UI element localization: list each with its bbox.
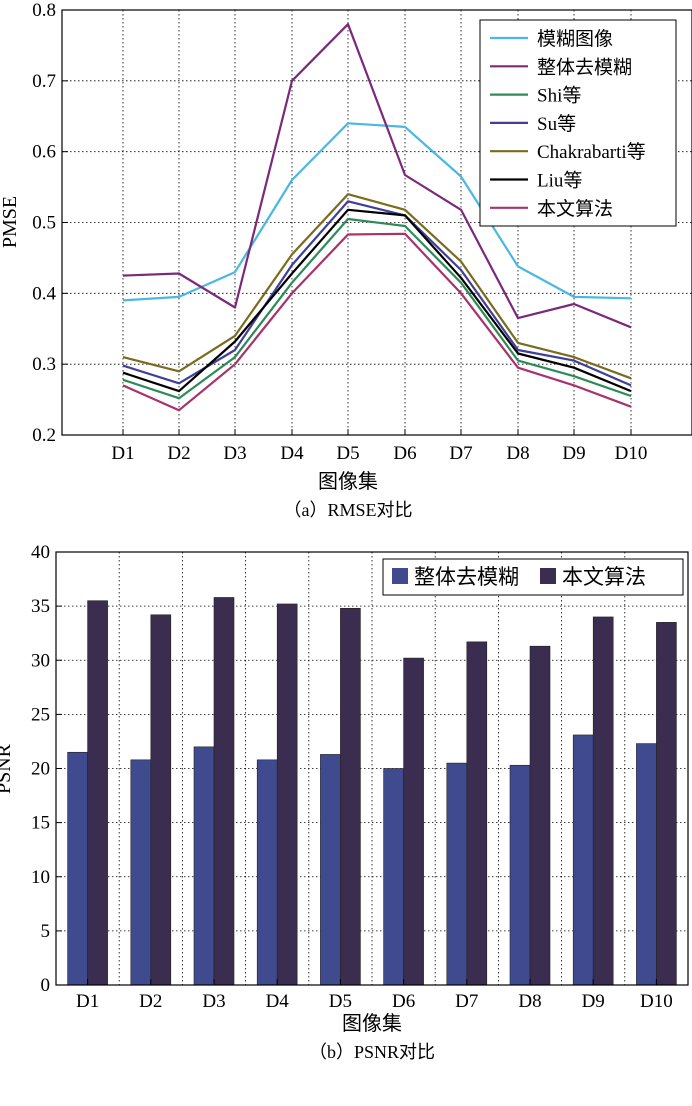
y-axis-label: PMSE [0,196,21,248]
x-tick-label: D4 [280,443,304,464]
y-tick-label: 35 [31,596,50,617]
bar [446,762,468,986]
y-tick-label: 20 [31,759,50,780]
x-tick-label: D1 [76,991,99,1012]
legend-swatch [540,568,556,584]
series-line [122,193,632,380]
legend-label: Chakrabarti等 [537,141,646,163]
x-tick-label: D5 [329,991,352,1012]
y-tick-label: 15 [31,813,50,834]
legend-label: 模糊图像 [537,28,613,50]
y-tick-label: 0.3 [32,354,56,375]
bar [383,768,404,986]
y-tick-label: 0.4 [32,283,56,304]
x-tick-label: D9 [562,443,585,464]
legend-box [382,558,684,596]
panel-caption: （a）RMSE对比 [283,500,412,520]
legend-label: 本文算法 [562,565,646,589]
x-axis-ticks: D1 D2 D3 D4 D5 D6 D7 D8 D9 D10 [111,429,647,464]
y-tick-label: 0.8 [32,0,56,21]
legend-label: Su等 [537,113,576,135]
bar [193,746,215,986]
y-axis-label: PSNR [0,743,15,794]
y-axis-ticks: 0 5 10 15 20 25 30 35 40 [31,542,62,996]
y-tick-label: 0.6 [32,142,56,163]
legend: 整体去模糊 本文算法 [382,558,684,596]
x-tick-label: D2 [139,991,162,1012]
bar [320,754,341,986]
bar [636,743,657,986]
x-tick-label: D10 [640,991,673,1012]
x-tick-label: D6 [393,443,416,464]
x-tick-label: D3 [202,991,225,1012]
series-line [122,208,632,393]
bar [340,607,361,986]
bar [130,759,152,986]
x-axis-label: 图像集 [318,470,378,493]
x-tick-label: D4 [266,991,290,1012]
legend-label: Liu等 [537,170,582,192]
rmse-line-chart: 0.2 0.3 0.4 0.5 0.6 0.7 0.8 D1 D2 D3 D4 D5 D6 D7 D8 D9… [0,0,692,520]
x-axis-label: 图像集 [342,1012,402,1035]
y-tick-label: 30 [31,650,50,671]
bar [276,603,298,986]
y-tick-label: 0.5 [32,213,56,234]
x-tick-label: D10 [615,443,648,464]
legend-label: 整体去模糊 [414,565,519,589]
legend-swatch [392,568,408,584]
series-line [122,232,632,412]
x-tick-label: D7 [449,443,472,464]
bar [656,622,677,986]
psnr-bar-chart: 0 5 10 15 20 25 30 35 40 D1 D2 D3 D4 D5 D6 D7 D8 D9 D10 P… [0,542,689,1062]
x-tick-label: D9 [582,991,605,1012]
bars [67,597,677,986]
y-tick-label: 0.2 [32,425,56,446]
y-tick-label: 0.7 [32,71,56,92]
x-tick-label: D5 [336,443,359,464]
legend-label: 整体去模糊 [537,56,632,78]
y-tick-label: 40 [31,542,50,563]
bar [403,657,424,986]
x-tick-label: D8 [506,443,529,464]
bar [87,600,108,986]
x-tick-label: D6 [392,991,415,1012]
bar [466,641,488,986]
bar [529,645,551,986]
y-tick-label: 25 [31,704,50,725]
bar [592,616,614,986]
series-line [122,23,632,329]
x-tick-label: D8 [518,991,541,1012]
x-tick-label: D7 [455,991,478,1012]
bar [256,759,278,986]
legend-label: 本文算法 [537,198,613,220]
y-axis-ticks: 0.2 0.3 0.4 0.5 0.6 0.7 0.8 [32,0,68,446]
y-tick-label: 5 [41,921,51,942]
y-tick-label: 10 [31,867,50,888]
series-line [122,217,632,400]
bar [150,614,172,986]
x-axis-ticks: D1 D2 D3 D4 D5 D6 D7 D8 D9 D10 [76,979,673,1012]
series-line [122,122,632,302]
bar [213,597,235,986]
legend-label: Shi等 [537,85,581,107]
bar [67,751,88,986]
x-tick-label: D2 [167,443,190,464]
x-tick-label: D1 [111,443,134,464]
bar [572,734,594,986]
y-tick-label: 0 [41,975,51,996]
panel-caption: （b）PSNR对比 [309,1042,435,1062]
series-lines [122,23,632,412]
bar [509,764,531,986]
x-tick-label: D3 [223,443,246,464]
